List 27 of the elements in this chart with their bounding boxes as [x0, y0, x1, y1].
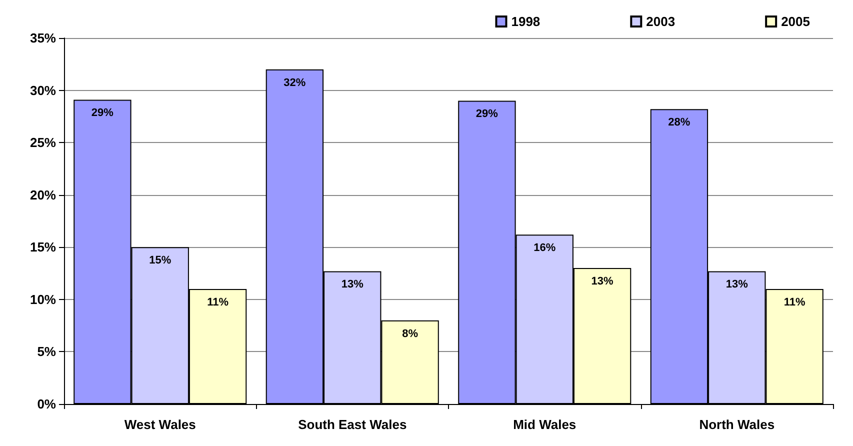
legend-label: 2003	[646, 14, 676, 29]
data-label: 29%	[91, 107, 114, 120]
y-tick-label: 30%	[30, 82, 56, 98]
y-tick-label: 0%	[37, 396, 56, 412]
legend-label: 2005	[781, 14, 810, 29]
y-tick-label: 20%	[30, 187, 56, 202]
y-tick-label: 10%	[30, 292, 56, 307]
y-tick-label: 5%	[37, 344, 56, 360]
data-label: 28%	[668, 116, 690, 129]
data-label: 8%	[402, 328, 418, 340]
data-label: 29%	[476, 108, 498, 120]
data-label: 13%	[591, 276, 614, 288]
data-label: 13%	[726, 278, 748, 291]
y-tick-label: 25%	[30, 135, 56, 150]
data-label: 13%	[341, 278, 364, 291]
data-label: 11%	[784, 296, 806, 308]
data-label: 32%	[284, 76, 306, 89]
x-tick-label: South East Wales	[298, 417, 407, 432]
x-tick-label: West Wales	[124, 417, 196, 432]
y-tick-label: 15%	[30, 240, 56, 255]
data-label: 15%	[149, 254, 172, 267]
data-label: 11%	[207, 296, 229, 308]
y-tick-label: 35%	[30, 30, 56, 46]
legend-label: 1998	[511, 14, 540, 29]
data-label: 16%	[534, 242, 556, 254]
x-tick-label: Mid Wales	[513, 417, 576, 432]
x-tick-label: North Wales	[699, 417, 775, 432]
